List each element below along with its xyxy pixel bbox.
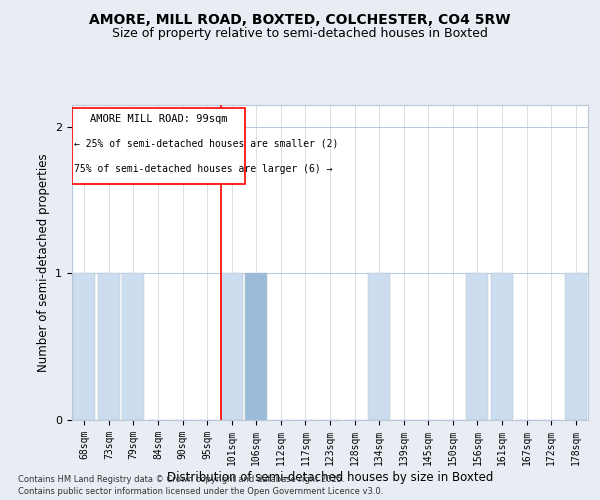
Y-axis label: Number of semi-detached properties: Number of semi-detached properties [37, 153, 50, 372]
Text: AMORE MILL ROAD: 99sqm: AMORE MILL ROAD: 99sqm [90, 114, 227, 124]
Text: ← 25% of semi-detached houses are smaller (2): ← 25% of semi-detached houses are smalle… [74, 138, 339, 148]
Bar [122, 274, 145, 420]
Bar [466, 274, 488, 420]
Bar [98, 274, 120, 420]
Text: Contains HM Land Registry data © Crown copyright and database right 2025.: Contains HM Land Registry data © Crown c… [18, 475, 344, 484]
Bar [565, 274, 587, 420]
Bar [245, 274, 268, 420]
Bar [73, 274, 95, 420]
Text: Contains public sector information licensed under the Open Government Licence v3: Contains public sector information licen… [18, 488, 383, 496]
Text: AMORE, MILL ROAD, BOXTED, COLCHESTER, CO4 5RW: AMORE, MILL ROAD, BOXTED, COLCHESTER, CO… [89, 12, 511, 26]
Text: Size of property relative to semi-detached houses in Boxted: Size of property relative to semi-detach… [112, 28, 488, 40]
FancyBboxPatch shape [72, 108, 245, 184]
X-axis label: Distribution of semi-detached houses by size in Boxted: Distribution of semi-detached houses by … [167, 470, 493, 484]
Text: 75% of semi-detached houses are larger (6) →: 75% of semi-detached houses are larger (… [74, 164, 333, 173]
Bar [368, 274, 390, 420]
Bar [221, 274, 243, 420]
Bar [491, 274, 513, 420]
